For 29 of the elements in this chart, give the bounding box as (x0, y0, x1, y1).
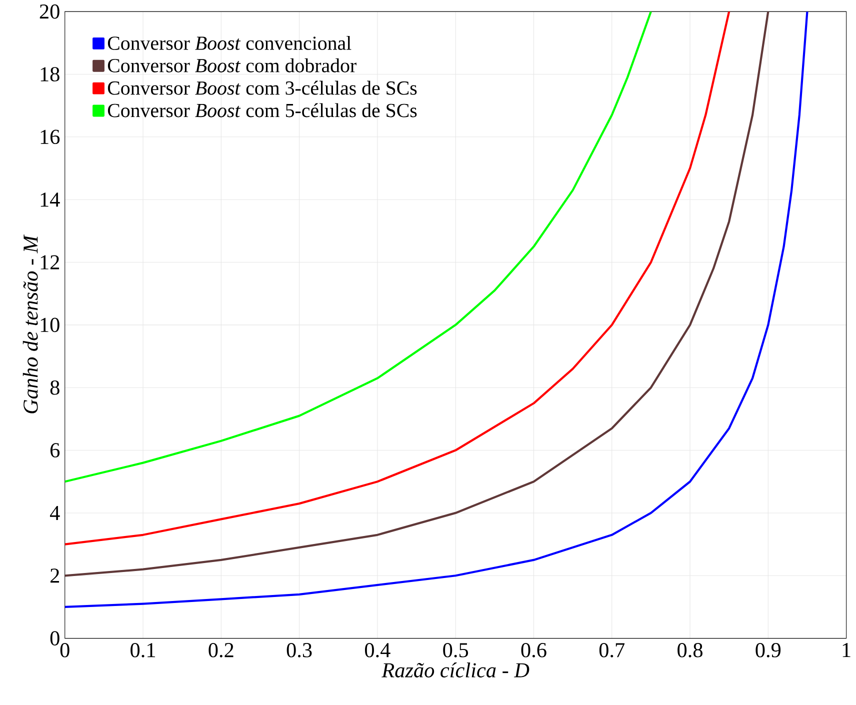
x-tick-label: 0 (60, 642, 70, 658)
y-tick-label: 14 (40, 192, 60, 207)
legend-label: Conversor Boost com 3-células de SCs (108, 80, 417, 95)
y-tick-label: 2 (50, 568, 60, 583)
y-tick-label: 0 (50, 631, 60, 646)
y-tick-label: 4 (50, 506, 60, 520)
x-tick-label: 0.7 (599, 642, 625, 658)
x-tick-label: 1 (842, 642, 850, 657)
legend-label: Conversor Boost com 5-células de SCs (108, 103, 417, 118)
x-tick-label: 0.2 (208, 642, 234, 658)
line-series (64, 11, 652, 483)
legend-label: Conversor Boost convencional (108, 36, 352, 50)
y-axis-title: Ganho de tensão - M (22, 234, 38, 414)
y-tick-label: 12 (40, 255, 60, 270)
y-tick-label: 10 (40, 318, 60, 332)
x-tick-label: 0.1 (130, 642, 155, 658)
x-tick-label: 0.6 (521, 642, 546, 658)
y-tick-label: 20 (40, 4, 60, 19)
x-tick-label: 0.8 (678, 642, 702, 658)
x-axis-title: Razão cíclica - D (382, 662, 530, 678)
legend-label: Conversor Boost com dobrador (108, 58, 356, 72)
x-tick-label: 0.5 (443, 642, 468, 658)
x-tick-label: 0.9 (756, 642, 781, 658)
x-tick-label: 0.3 (286, 642, 312, 658)
x-tick-label: 0.4 (364, 642, 390, 658)
y-tick-label: 6 (50, 443, 60, 458)
y-tick-label: 16 (40, 130, 60, 144)
y-tick-label: 8 (50, 380, 60, 395)
y-tick-label: 18 (40, 67, 60, 82)
